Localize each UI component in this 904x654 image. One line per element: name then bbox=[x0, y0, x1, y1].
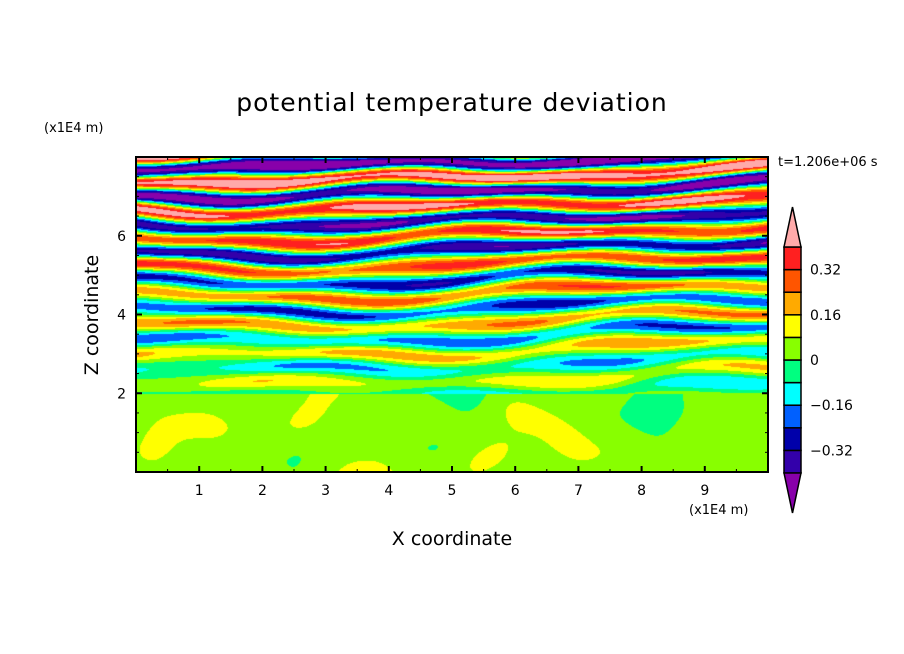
colorbar-tick-label: 0.32 bbox=[810, 263, 841, 279]
colorbar-box bbox=[783, 246, 802, 271]
colorbar-box bbox=[783, 381, 802, 406]
x-tick-label: 7 bbox=[574, 483, 583, 499]
x-tick-label: 2 bbox=[258, 483, 267, 499]
y-axis-unit: (x1E4 m) bbox=[44, 121, 104, 136]
colorbar-extend-low bbox=[783, 472, 802, 514]
y-tick-label: 4 bbox=[117, 308, 126, 324]
x-tick-label: 6 bbox=[511, 483, 520, 499]
colorbar-extend-high bbox=[783, 206, 802, 248]
x-tick-label: 1 bbox=[195, 483, 204, 499]
x-tick-label: 8 bbox=[637, 483, 646, 499]
y-tick-label: 6 bbox=[117, 229, 126, 245]
colorbar-box bbox=[783, 359, 802, 384]
colorbar-tick-label: −0.32 bbox=[810, 443, 853, 459]
colorbar-tick-label: 0 bbox=[810, 353, 819, 369]
colorbar-box bbox=[783, 291, 802, 316]
y-tick-label: 2 bbox=[117, 386, 126, 402]
x-tick-label: 5 bbox=[448, 483, 457, 499]
colorbar-tick-label: 0.16 bbox=[810, 308, 841, 324]
colorbar-box bbox=[783, 314, 802, 339]
x-tick-label: 4 bbox=[384, 483, 393, 499]
x-tick-label: 9 bbox=[700, 483, 709, 499]
x-tick-label: 3 bbox=[321, 483, 330, 499]
plot-frame bbox=[135, 156, 769, 473]
x-axis-label: X coordinate bbox=[391, 528, 513, 550]
colorbar-box bbox=[783, 427, 802, 452]
x-axis-unit: (x1E4 m) bbox=[689, 503, 749, 518]
chart-title: potential temperature deviation bbox=[236, 88, 668, 117]
colorbar-box bbox=[783, 449, 802, 474]
colorbar-box bbox=[783, 336, 802, 361]
colorbar-tick-label: −0.16 bbox=[810, 398, 853, 414]
contour-field bbox=[136, 157, 768, 472]
colorbar-box bbox=[783, 404, 802, 429]
time-label: t=1.206e+06 s bbox=[778, 155, 878, 170]
colorbar-box bbox=[783, 268, 802, 293]
